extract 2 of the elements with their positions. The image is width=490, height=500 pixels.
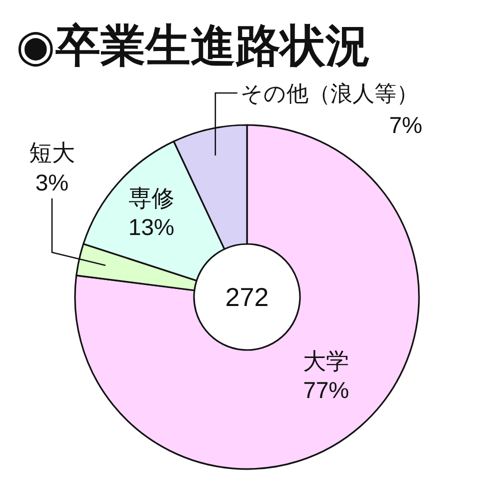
annotation: 272 <box>225 282 269 312</box>
title: ◉卒業生進路状況 <box>16 20 370 71</box>
